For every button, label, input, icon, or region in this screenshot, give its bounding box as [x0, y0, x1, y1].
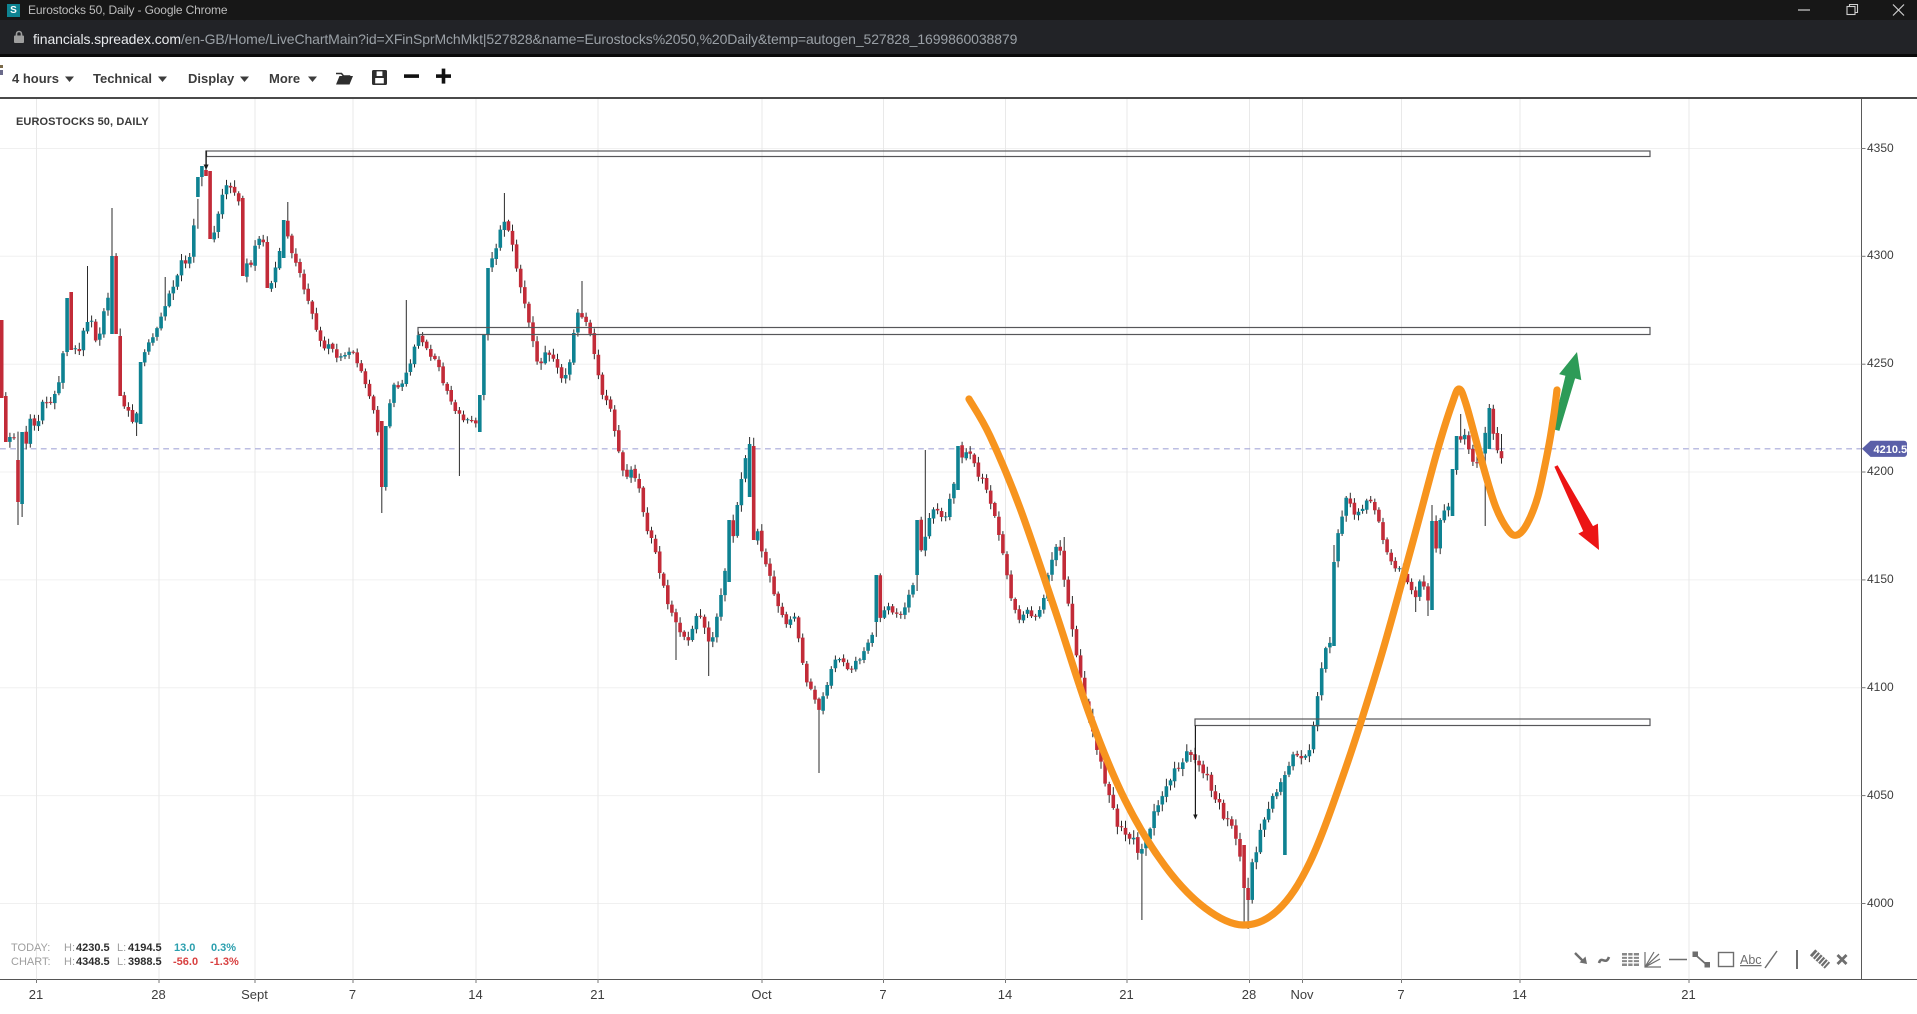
svg-text:4210.5: 4210.5: [1874, 444, 1908, 456]
svg-text:Abc: Abc: [1740, 953, 1762, 967]
